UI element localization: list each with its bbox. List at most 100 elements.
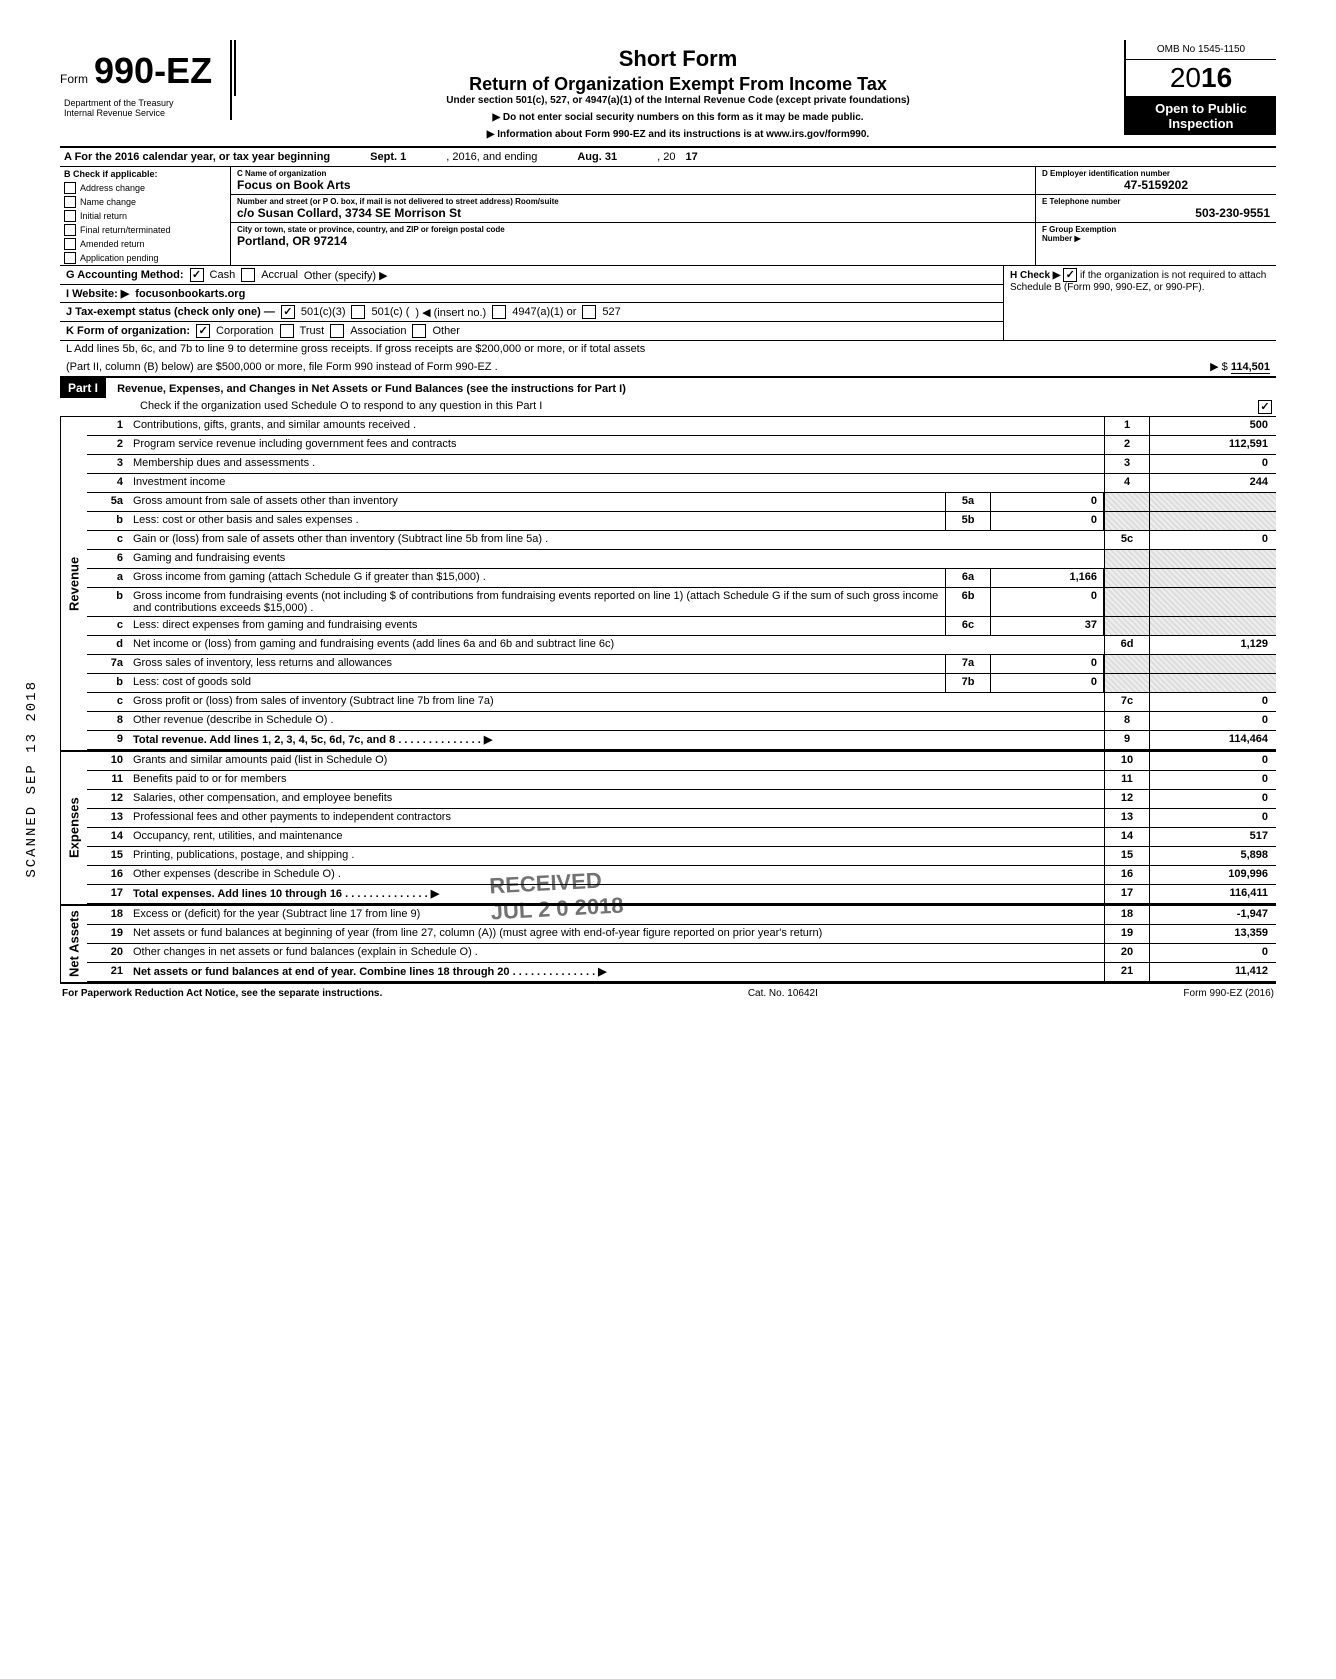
line-desc: Occupancy, rent, utilities, and maintena…: [129, 828, 1104, 846]
mid-box: 6b: [945, 588, 991, 616]
street: c/o Susan Collard, 3734 SE Morrison St: [237, 206, 1029, 220]
section-bcd: B Check if applicable: Address change Na…: [60, 167, 1276, 266]
line-desc: Gross profit or (loss) from sales of inv…: [129, 693, 1104, 711]
right-box: 9: [1104, 731, 1149, 749]
revenue-section: Revenue 1Contributions, gifts, grants, a…: [60, 417, 1276, 750]
right-box: 4: [1104, 474, 1149, 492]
line-a-mid2: , 20: [657, 151, 675, 163]
group-label: F Group Exemption: [1042, 225, 1270, 234]
line-h: H Check ▶ if the organization is not req…: [1003, 266, 1276, 340]
table-row: 20Other changes in net assets or fund ba…: [87, 944, 1276, 963]
line-desc: Program service revenue including govern…: [129, 436, 1104, 454]
line-desc: Gross amount from sale of assets other t…: [129, 493, 945, 511]
line-number: c: [87, 617, 129, 635]
right-value: 0: [1149, 455, 1276, 473]
chk-amended[interactable]: Amended return: [60, 237, 230, 251]
chk-initial[interactable]: Initial return: [60, 209, 230, 223]
chk-final[interactable]: Final return/terminated: [60, 223, 230, 237]
table-row: 4Investment income4244: [87, 474, 1276, 493]
form-number-block: Form 990-EZ Department of the Treasury I…: [60, 40, 232, 120]
mid-value: 0: [991, 588, 1104, 616]
chk-corp[interactable]: [196, 324, 210, 338]
right-value: 500: [1149, 417, 1276, 435]
right-value: 0: [1149, 809, 1276, 827]
line-number: 5a: [87, 493, 129, 511]
table-row: 10Grants and similar amounts paid (list …: [87, 752, 1276, 771]
chk-501c[interactable]: [351, 305, 365, 319]
line-desc: Professional fees and other payments to …: [129, 809, 1104, 827]
chk-assoc[interactable]: [330, 324, 344, 338]
chk-501c3[interactable]: [281, 305, 295, 319]
line-number: 11: [87, 771, 129, 789]
street-label: Number and street (or P O. box, if mail …: [237, 197, 1029, 206]
lines-ghijk: G Accounting Method: Cash Accrual Other …: [60, 266, 1276, 341]
line-desc: Salaries, other compensation, and employ…: [129, 790, 1104, 808]
table-row: bLess: cost or other basis and sales exp…: [87, 512, 1276, 531]
table-row: 16Other expenses (describe in Schedule O…: [87, 866, 1276, 885]
line-desc: Gaming and fundraising events: [129, 550, 1104, 568]
chk-527[interactable]: [582, 305, 596, 319]
line-number: 3: [87, 455, 129, 473]
shaded-val: [1149, 588, 1276, 616]
table-row: 18Excess or (deficit) for the year (Subt…: [87, 906, 1276, 925]
line-number: b: [87, 512, 129, 530]
short-form-title: Short Form: [242, 46, 1114, 72]
part1-label: Part I: [60, 378, 106, 398]
netassets-label: Net Assets: [60, 906, 87, 982]
chk-4947[interactable]: [492, 305, 506, 319]
mid-value: 1,166: [991, 569, 1104, 587]
line-number: 13: [87, 809, 129, 827]
shaded-val: [1149, 512, 1276, 530]
table-row: dNet income or (loss) from gaming and fu…: [87, 636, 1276, 655]
line-desc: Excess or (deficit) for the year (Subtra…: [129, 906, 1104, 924]
chk-pending[interactable]: Application pending: [60, 251, 230, 265]
right-box: 20: [1104, 944, 1149, 962]
mid-value: 0: [991, 655, 1104, 673]
form-word: Form: [60, 72, 88, 86]
right-value: 0: [1149, 771, 1276, 789]
chk-accrual[interactable]: [241, 268, 255, 282]
mid-box: 6c: [945, 617, 991, 635]
right-value: 114,464: [1149, 731, 1276, 749]
year-bold: 16: [1201, 62, 1232, 93]
table-row: bGross income from fundraising events (n…: [87, 588, 1276, 617]
chk-h[interactable]: [1063, 268, 1077, 282]
line-number: 1: [87, 417, 129, 435]
shaded-box: [1104, 655, 1149, 673]
right-value: 0: [1149, 712, 1276, 730]
shaded-val: [1149, 674, 1276, 692]
chk-name[interactable]: Name change: [60, 195, 230, 209]
mid-value: 0: [991, 674, 1104, 692]
chk-other[interactable]: [412, 324, 426, 338]
chk-address[interactable]: Address change: [60, 181, 230, 195]
line-number: 4: [87, 474, 129, 492]
expenses-section: Expenses 10Grants and similar amounts pa…: [60, 750, 1276, 904]
right-value: -1,947: [1149, 906, 1276, 924]
chk-cash[interactable]: [190, 268, 204, 282]
line-desc: Total expenses. Add lines 10 through 16 …: [129, 885, 1104, 903]
right-box: 8: [1104, 712, 1149, 730]
line-number: 16: [87, 866, 129, 884]
right-box: 15: [1104, 847, 1149, 865]
table-row: cLess: direct expenses from gaming and f…: [87, 617, 1276, 636]
line-number: b: [87, 674, 129, 692]
line-number: 12: [87, 790, 129, 808]
form-subtitle: Under section 501(c), 527, or 4947(a)(1)…: [242, 95, 1114, 106]
right-box: 2: [1104, 436, 1149, 454]
city-label: City or town, state or province, country…: [237, 225, 1029, 234]
header: Form 990-EZ Department of the Treasury I…: [60, 40, 1276, 148]
omb: OMB No 1545-1150: [1126, 40, 1276, 60]
mid-box: 5b: [945, 512, 991, 530]
right-box: 13: [1104, 809, 1149, 827]
line-desc: Net income or (loss) from gaming and fun…: [129, 636, 1104, 654]
dept: Department of the Treasury: [64, 98, 234, 108]
right-value: 11,412: [1149, 963, 1276, 981]
line-desc: Gross sales of inventory, less returns a…: [129, 655, 945, 673]
chk-schedule-o[interactable]: [1258, 400, 1272, 414]
chk-trust[interactable]: [280, 324, 294, 338]
right-box: 7c: [1104, 693, 1149, 711]
col-de: D Employer identification number 47-5159…: [1036, 167, 1276, 265]
shaded-box: [1104, 493, 1149, 511]
footer: For Paperwork Reduction Act Notice, see …: [60, 984, 1276, 1003]
line-desc: Gross income from fundraising events (no…: [129, 588, 945, 616]
